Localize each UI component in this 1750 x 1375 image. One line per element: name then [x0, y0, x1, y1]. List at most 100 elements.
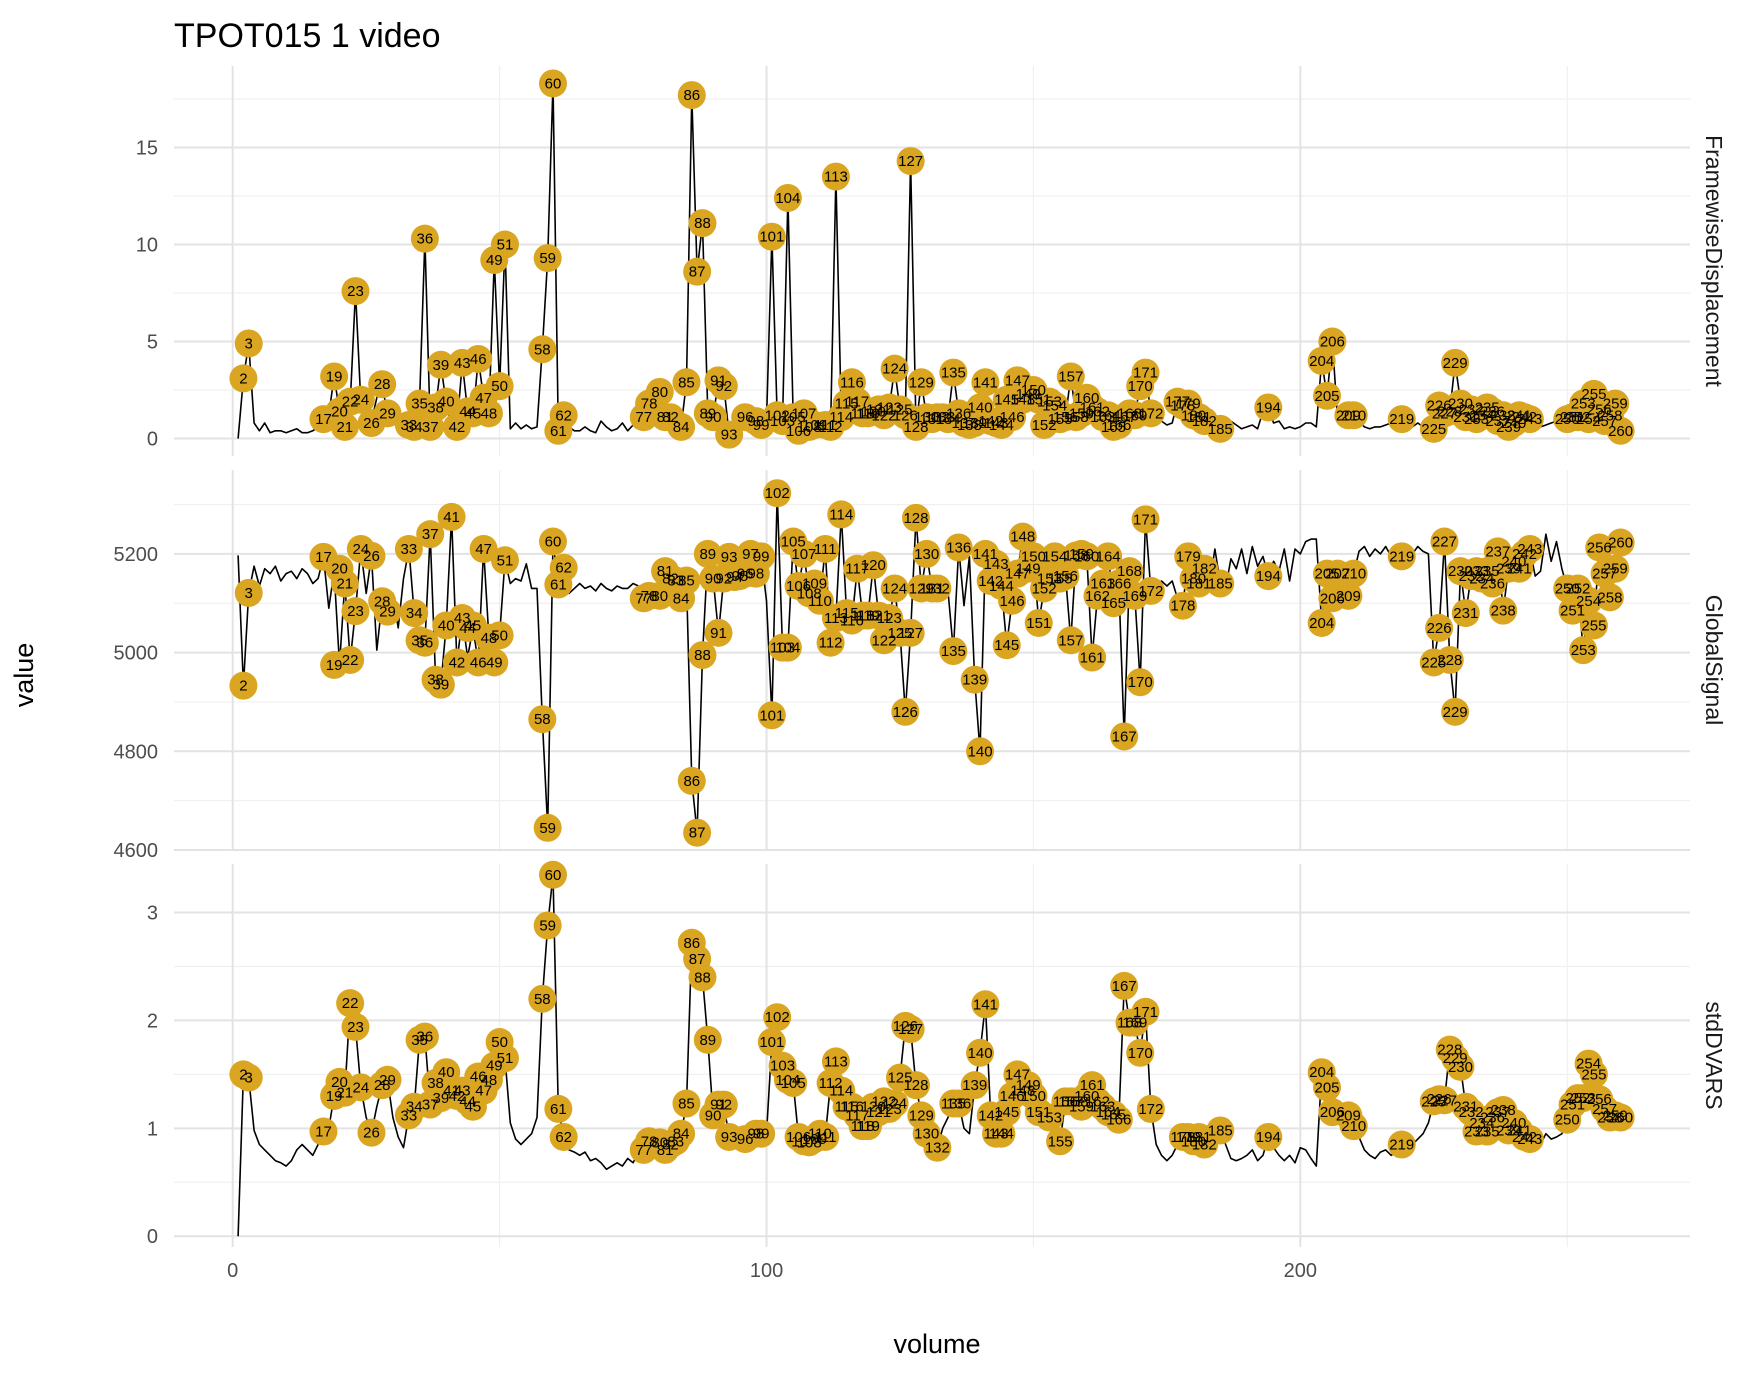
point-label: 123 [877, 1101, 902, 1118]
point-label: 23 [347, 283, 364, 300]
point-label: 185 [1208, 576, 1233, 593]
data-point [336, 989, 365, 1018]
point-label: 47 [475, 541, 492, 558]
point-label: 132 [925, 1140, 950, 1157]
data-point [811, 534, 840, 563]
data-point [960, 1071, 989, 1100]
point-label: 97 [742, 546, 759, 563]
point-label: 49 [486, 654, 503, 671]
point-label: 158 [1064, 1093, 1089, 1110]
data-point [544, 1094, 573, 1123]
data-point [1339, 1112, 1368, 1141]
point-label: 125 [887, 1070, 912, 1087]
point-label: 210 [1341, 566, 1366, 583]
data-point [923, 574, 952, 603]
point-label: 177 [1165, 394, 1190, 411]
point-label: 148 [1010, 529, 1035, 546]
data-point [533, 244, 562, 273]
data-point [773, 633, 802, 662]
data-point [234, 1063, 263, 1092]
data-point [528, 335, 557, 364]
point-label: 181 [1186, 409, 1211, 426]
point-label: 50 [491, 1034, 508, 1051]
data-point [1451, 599, 1480, 628]
point-label: 180 [1181, 407, 1206, 424]
point-label: 19 [326, 657, 343, 674]
point-label: 154 [1042, 398, 1067, 415]
point-label: 150 [1021, 1088, 1046, 1105]
point-label: 146 [1000, 1088, 1025, 1105]
data-point [1136, 1094, 1165, 1123]
point-label: 49 [486, 1058, 503, 1075]
data-point [891, 697, 920, 726]
point-label: 141 [973, 374, 998, 391]
point-label: 157 [1058, 632, 1083, 649]
point-label: 238 [1491, 603, 1516, 620]
point-label: 90 [705, 1107, 722, 1124]
point-label: 46 [470, 1069, 487, 1086]
point-label: 93 [721, 549, 738, 566]
data-point [1606, 1103, 1635, 1132]
point-label: 180 [1181, 1133, 1206, 1150]
point-label: 231 [1453, 605, 1478, 622]
data-point [992, 631, 1021, 660]
point-label: 88 [694, 969, 711, 986]
point-label: 119 [856, 1118, 880, 1135]
data-point [1387, 542, 1416, 571]
point-label: 206 [1320, 1104, 1345, 1121]
point-label: 62 [555, 1129, 572, 1146]
point-label: 81 [657, 1142, 674, 1159]
point-label: 83 [667, 1133, 684, 1150]
point-label: 162 [1085, 1093, 1110, 1110]
data-point [896, 1015, 925, 1044]
point-label: 171 [1133, 511, 1158, 528]
point-label: 110 [808, 593, 832, 610]
data-point [1579, 1060, 1608, 1089]
data-point [1168, 591, 1197, 620]
data-point [779, 1069, 808, 1098]
point-label: 22 [342, 652, 359, 669]
point-label: 135 [941, 1096, 966, 1113]
point-label: 112 [819, 1075, 843, 1092]
point-label: 234 [1469, 407, 1494, 424]
data-point [437, 502, 466, 531]
point-label: 147 [1005, 1066, 1030, 1083]
point-label: 45 [465, 405, 482, 422]
x-tick-label: 100 [750, 1260, 783, 1282]
point-label: 127 [898, 1021, 923, 1038]
point-label: 242 [1512, 546, 1537, 563]
point-label: 121 [866, 401, 891, 418]
point-label: 106 [786, 1129, 811, 1146]
strip-label-globalsignal: GlobalSignal [1701, 595, 1727, 725]
point-label: 85 [678, 573, 695, 590]
point-label: 2 [239, 370, 247, 387]
point-label: 194 [1256, 1129, 1281, 1146]
data-point [880, 354, 909, 383]
point-label: 239 [1496, 1122, 1521, 1139]
point-label: 90 [705, 409, 722, 426]
data-point [672, 1089, 701, 1118]
data-point [1206, 1116, 1235, 1145]
point-label: 225 [1421, 421, 1446, 438]
point-label: 240 [1501, 1115, 1526, 1132]
data-point [234, 329, 263, 358]
point-label: 17 [315, 1124, 332, 1141]
point-label: 209 [1336, 1107, 1361, 1124]
point-label: 236 [1480, 1110, 1505, 1127]
point-label: 99 [753, 548, 770, 565]
data-point [1515, 405, 1544, 434]
point-label: 44 [459, 620, 476, 637]
point-label: 98 [748, 413, 765, 430]
data-point [1339, 401, 1368, 430]
point-label: 96 [737, 1131, 754, 1148]
data-point [939, 637, 968, 666]
point-label: 36 [417, 231, 434, 248]
point-label: 29 [379, 604, 396, 621]
point-label: 120 [861, 1099, 886, 1116]
point-label: 58 [534, 991, 551, 1008]
point-label: 162 [1085, 403, 1110, 420]
point-label: 171 [1133, 1004, 1158, 1021]
point-label: 107 [791, 546, 816, 563]
point-label: 127 [898, 625, 923, 642]
